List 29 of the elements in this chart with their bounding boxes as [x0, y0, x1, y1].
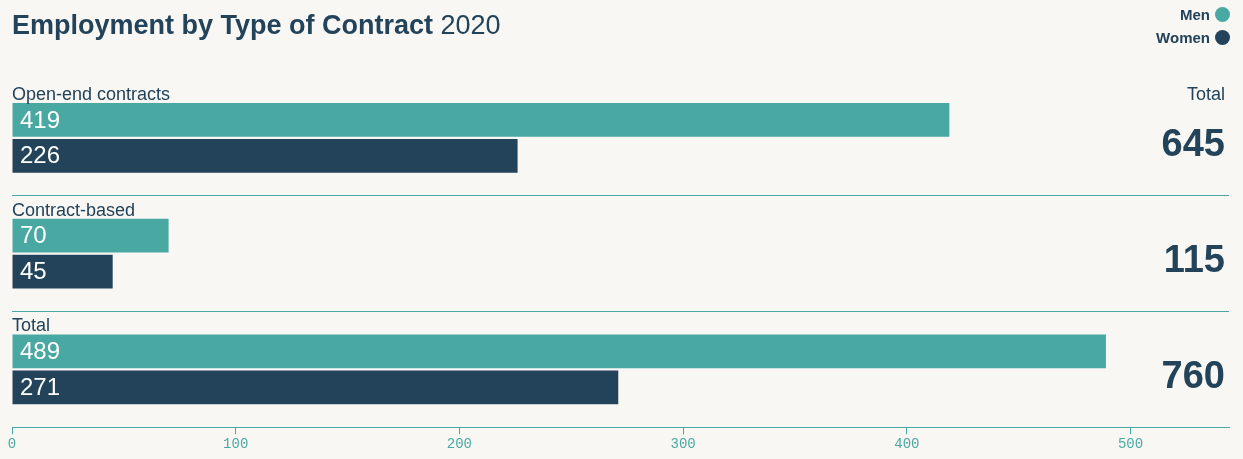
y-tick-label: Total — [12, 315, 51, 336]
x-tick-label: 0 — [7, 436, 17, 453]
x-tick-label: 500 — [1117, 436, 1144, 453]
bar — [12, 138, 518, 173]
y-tick-label: Contract-based — [12, 199, 136, 220]
legend-label: Women — [1156, 29, 1210, 46]
bar — [12, 254, 113, 289]
annotation: 645 — [1161, 122, 1225, 165]
x-tick-label: 300 — [670, 436, 696, 453]
data-label: 419 — [20, 105, 61, 133]
data-label: 489 — [20, 337, 61, 365]
bar — [12, 103, 950, 137]
data-label: 70 — [20, 221, 47, 249]
data-label: 271 — [20, 372, 61, 400]
y-tick-label: Open-end contracts — [12, 83, 171, 104]
data-label: 45 — [20, 257, 47, 285]
x-tick-label: 100 — [223, 436, 249, 453]
bar — [12, 370, 619, 405]
annotation: Total — [1186, 83, 1225, 104]
chart-title: Employment by Type of Contract — [12, 10, 434, 40]
annotation: 760 — [1161, 353, 1225, 396]
bar — [12, 334, 1106, 369]
x-tick-label: 200 — [446, 436, 473, 453]
data-label: 226 — [20, 141, 61, 169]
bar — [12, 218, 169, 253]
legend-label: Men — [1180, 6, 1210, 23]
chart-subtitle: 2020 — [439, 10, 501, 40]
annotation: 115 — [1163, 238, 1225, 281]
x-tick-label: 400 — [894, 436, 920, 453]
